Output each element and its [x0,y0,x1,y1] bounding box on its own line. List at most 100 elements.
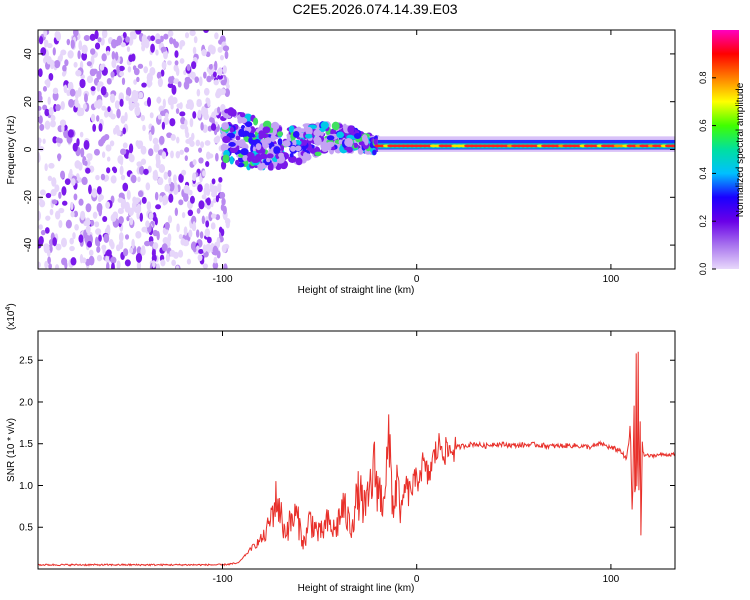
noise-blob [38,105,42,112]
transition-blob [364,149,372,155]
noise-blob [40,47,47,56]
transition-blob [295,157,303,166]
noise-blob [154,217,158,226]
noise-blob [162,199,167,206]
noise-blob [78,198,84,206]
noise-blob [221,244,227,253]
noise-blob [120,174,126,181]
noise-blob [186,99,194,105]
noise-blob [201,106,206,115]
noise-blob [146,72,153,83]
noise-blob [38,115,43,125]
noise-blob [179,149,184,155]
noise-blob [59,119,67,127]
noise-blob [118,239,124,250]
transition-blob [266,153,274,159]
colorbar-tick-label: 0.6 [698,119,708,132]
noise-blob [150,125,155,136]
colorbar: 0.0 0.2 0.4 0.6 0.8 Normalized spectral ampl… [698,30,746,275]
noise-blob [74,224,79,231]
noise-blob [44,163,48,172]
noise-blob [74,98,79,108]
noise-blob [67,129,74,138]
noise-blob [45,215,51,221]
noise-blob [120,148,127,155]
noise-blob [219,191,226,199]
noise-blob [217,67,223,76]
noise-blob [173,41,179,49]
noise-blob [122,31,127,39]
spectrogram-y-axis: -40 -20 0 20 40 [23,48,675,252]
noise-blob [172,96,178,105]
transition-blob [235,135,241,141]
noise-blob [39,195,43,204]
noise-blob [175,150,181,159]
noise-blob [143,168,149,175]
noise-blob [62,64,67,72]
noise-blob [189,195,195,204]
noise-blob [164,222,170,230]
noise-blob [126,216,130,222]
transition-blob [353,143,358,149]
noise-blob [215,135,221,143]
noise-blob [205,51,211,58]
noise-blob [136,261,142,269]
noise-blob [206,203,212,210]
noise-blob [55,31,61,42]
noise-blob [189,30,196,37]
noise-blob [48,263,52,269]
noise-blob [173,78,180,85]
noise-blob [161,61,167,70]
noise-blob [86,240,93,248]
noise-blob [67,50,74,59]
transition-blob [326,135,335,141]
noise-blob [219,88,226,95]
noise-blob [138,165,145,175]
noise-blob [200,141,205,148]
noise-blob [214,32,219,40]
colorbar-ticks: 0.0 0.2 0.4 0.6 0.8 [698,72,716,275]
transition-blob [372,149,377,156]
transition-blob [289,152,294,158]
noise-blob [95,228,102,235]
noise-blob [43,243,50,249]
noise-blob [58,219,63,228]
noise-blob [77,50,81,60]
noise-blob [131,238,135,249]
noise-blob [161,151,167,160]
noise-blob [167,30,174,37]
noise-blob [43,30,48,38]
noise-blob [205,97,210,104]
noise-blob [206,197,211,206]
noise-blob [196,207,201,214]
noise-blob [184,155,188,162]
noise-blob [222,65,227,74]
chart-title: C2E5.2026.074.14.39.E03 [292,1,458,17]
noise-blob [137,176,141,183]
noise-blob [186,258,192,265]
noise-blob [122,248,129,257]
transition-blob [244,121,253,128]
noise-blob [138,140,144,148]
transition-blob [229,156,234,165]
noise-blob [175,265,180,269]
transition-blob [295,145,302,152]
noise-blob [186,63,191,72]
noise-blob [148,212,154,220]
noise-blob [135,30,142,35]
transition-blob [262,126,271,134]
transition-blob [238,139,246,148]
noise-blob [88,249,94,256]
noise-blob [170,103,174,110]
noise-blob [81,44,88,55]
noise-blob [153,143,160,153]
noise-blob [197,184,203,193]
noise-blob [81,52,88,61]
transition-blob [326,141,335,148]
noise-blob [42,85,47,92]
noise-blob [98,234,102,242]
transition-blob [346,146,353,153]
noise-blob [42,138,46,144]
noise-blob [198,147,203,153]
transition-blob [331,121,340,131]
